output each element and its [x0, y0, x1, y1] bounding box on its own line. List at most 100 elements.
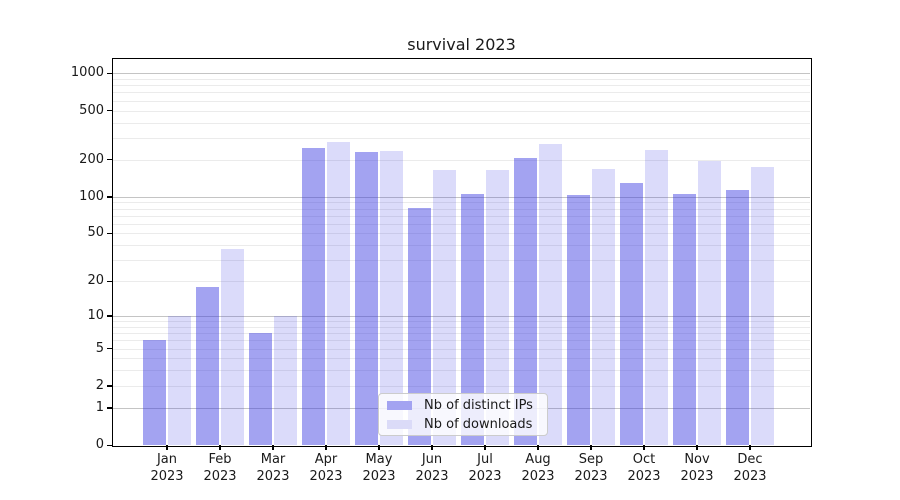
minor-gridline — [113, 92, 810, 94]
x-tick-label: Sep 2023 — [574, 452, 608, 484]
minor-gridline — [113, 208, 810, 210]
y-tick-label: 200 — [79, 151, 104, 167]
minor-gridline — [113, 137, 810, 139]
bar-distinct-ips — [355, 152, 379, 445]
chart-title: survival 2023 — [407, 35, 516, 54]
y-tick-mark — [107, 280, 112, 282]
minor-gridline — [113, 159, 810, 161]
legend-swatch-downloads — [387, 419, 412, 429]
x-tick-mark — [378, 445, 380, 450]
bar-distinct-ips — [567, 194, 591, 445]
x-tick-mark — [696, 445, 698, 450]
x-tick-label: Apr 2023 — [309, 452, 343, 484]
y-tick-mark — [107, 348, 112, 350]
x-tick-label: Mar 2023 — [256, 452, 290, 484]
minor-gridline — [113, 223, 810, 225]
y-tick-mark — [107, 159, 112, 161]
minor-gridline — [113, 233, 810, 235]
bar-downloads — [379, 151, 403, 445]
x-tick-mark — [590, 445, 592, 450]
bar-downloads — [485, 169, 509, 445]
y-tick-label: 0 — [95, 437, 104, 452]
bar-distinct-ips — [461, 194, 485, 445]
major-gridline — [113, 196, 810, 198]
legend-item-downloads: Nb of downloads — [387, 417, 539, 432]
minor-gridline — [113, 202, 810, 204]
y-tick-mark — [107, 315, 112, 317]
minor-gridline — [113, 85, 810, 87]
y-tick-mark — [107, 196, 112, 198]
x-tick-mark — [431, 445, 433, 450]
x-tick-label: Dec 2023 — [733, 452, 767, 484]
y-tick-label: 1 — [95, 399, 104, 415]
bar-downloads — [644, 149, 668, 445]
bar-distinct-ips — [726, 189, 750, 445]
minor-gridline — [113, 260, 810, 262]
bar-distinct-ips — [620, 182, 644, 445]
bar-downloads — [697, 161, 721, 445]
y-tick-label: 5 — [95, 340, 104, 356]
x-tick-mark — [749, 445, 751, 450]
x-tick-mark — [325, 445, 327, 450]
bar-downloads — [591, 169, 615, 445]
minor-gridline — [113, 122, 810, 124]
minor-gridline — [113, 385, 810, 387]
plot-area: Nb of distinct IPs Nb of downloads 1000 5… — [71, 57, 812, 484]
bar-downloads — [273, 315, 297, 445]
x-tick-mark — [643, 445, 645, 450]
x-tick-label: Oct 2023 — [627, 452, 661, 484]
bar-downloads — [538, 143, 562, 445]
x-tick-label: May 2023 — [362, 452, 396, 484]
major-gridline — [113, 73, 810, 75]
major-gridline — [113, 315, 810, 317]
minor-gridline — [113, 245, 810, 247]
y-tick-mark — [107, 232, 112, 235]
x-tick-label: Jul 2023 — [468, 452, 502, 484]
minor-gridline — [113, 281, 810, 283]
y-tick-label: 1000 — [70, 65, 104, 81]
bar-downloads — [750, 166, 774, 445]
y-tick-mark — [107, 407, 112, 409]
minor-gridline — [113, 333, 810, 335]
legend: Nb of distinct IPs Nb of downloads — [378, 393, 548, 436]
x-tick-label: Aug 2023 — [521, 452, 555, 484]
bar-distinct-ips — [514, 158, 538, 445]
minor-gridline — [113, 348, 810, 350]
x-tick-label: Nov 2023 — [680, 452, 714, 484]
minor-gridline — [113, 326, 810, 328]
legend-swatch-distinct-ips — [387, 400, 412, 410]
minor-gridline — [113, 215, 810, 217]
x-tick-label: Feb 2023 — [203, 452, 237, 484]
x-tick-mark — [484, 445, 486, 450]
legend-item-distinct-ips: Nb of distinct IPs — [387, 398, 539, 413]
minor-gridline — [113, 370, 810, 372]
bar-distinct-ips — [249, 333, 273, 445]
minor-gridline — [113, 358, 810, 360]
minor-gridline — [113, 100, 810, 102]
legend-label-downloads: Nb of downloads — [424, 416, 533, 432]
x-tick-mark — [166, 445, 168, 450]
bar-downloads — [167, 315, 191, 445]
y-tick-label: 100 — [79, 188, 104, 204]
minor-gridline — [113, 340, 810, 342]
y-tick-mark — [107, 385, 112, 387]
bar-distinct-ips — [302, 147, 326, 445]
y-tick-label: 2 — [95, 377, 104, 393]
minor-gridline — [113, 321, 810, 323]
bar-distinct-ips — [673, 193, 697, 445]
bar-distinct-ips — [143, 340, 167, 445]
y-tick-mark — [107, 72, 112, 75]
bar-downloads — [326, 141, 350, 445]
bar-downloads — [220, 249, 244, 445]
x-tick-mark — [537, 445, 539, 450]
y-tick-label: 20 — [87, 273, 104, 289]
x-tick-label: Jun 2023 — [415, 452, 449, 484]
x-tick-mark — [272, 445, 274, 450]
minor-gridline — [113, 78, 810, 80]
y-tick-label: 500 — [79, 102, 104, 118]
y-tick-label: 10 — [87, 307, 104, 323]
x-tick-mark — [219, 445, 221, 450]
y-tick-mark — [107, 110, 112, 112]
legend-label-distinct-ips: Nb of distinct IPs — [424, 397, 533, 413]
